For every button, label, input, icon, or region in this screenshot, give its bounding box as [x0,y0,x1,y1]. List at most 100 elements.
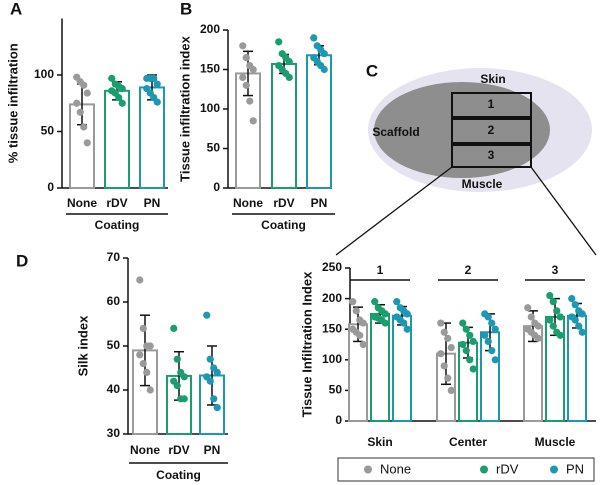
skin-label: Skin [480,72,505,86]
data-point [527,313,535,321]
data-point [571,316,579,324]
zoom-line [530,166,597,256]
y-tick-label: 200 [322,291,342,305]
data-point [242,81,250,89]
legend-marker [480,465,488,474]
x-axis-label: Coating [261,218,306,232]
data-point [359,319,367,327]
data-point [173,355,181,363]
data-point [546,316,554,324]
data-point [249,117,257,125]
region-box [451,92,532,118]
data-point [553,307,561,315]
data-point [447,343,455,352]
bar [166,374,192,436]
data-point [310,34,318,42]
x-tick-label: Center [449,435,487,449]
y-tick-label: 250 [322,260,342,274]
legend-marker [550,465,558,474]
y-tick-label: 0 [47,180,54,194]
bar [235,72,261,189]
data-point [549,322,557,330]
legend-marker [364,465,372,474]
data-point [206,355,214,363]
data-point [118,84,126,93]
y-axis-label: % tissue infiltration [5,43,20,163]
data-point [437,350,445,358]
data-point [213,404,221,412]
group-label: 2 [465,263,472,277]
data-point [80,81,88,89]
data-point [556,313,564,321]
region-box [451,118,532,144]
region-label: 1 [488,97,495,111]
y-tick-label: 40 [107,382,121,396]
x-tick-label: PN [204,443,221,457]
data-point [534,322,542,330]
data-point [180,373,188,381]
data-point [469,337,477,346]
x-tick-label: rDV [106,196,127,210]
data-point [403,310,411,318]
group-label: 1 [377,263,384,277]
data-point [575,322,583,330]
y-tick-label: 200 [200,22,220,36]
y-axis-label: Tissue Infiltration Index [299,271,314,417]
data-point [578,328,586,336]
y-tick-label: 100 [322,352,342,366]
data-point [206,377,214,385]
y-tick-label: 150 [200,62,220,76]
panel-letter: D [16,251,28,270]
x-tick-label: PN [144,196,161,210]
x-axis-label: Coating [95,218,140,232]
data-point [524,304,532,312]
data-point [488,347,496,355]
data-point [170,324,178,332]
data-point [83,89,91,97]
data-point [546,291,554,300]
data-point [437,319,445,327]
panel-letter: A [10,0,22,18]
x-tick-label: Skin [367,435,392,449]
data-point [466,331,474,339]
y-tick-label: 0 [213,180,220,194]
data-point [356,331,364,339]
legend-box [337,457,595,482]
data-point [403,325,411,333]
data-point [568,295,576,303]
data-point [139,324,147,332]
data-point [153,80,161,88]
data-point [469,365,477,373]
x-axis-label: Coating [156,468,201,482]
data-point [80,123,88,131]
data-point [115,94,123,102]
scaffold-label: Scaffold [372,125,419,139]
y-tick-label: 60 [107,294,121,308]
data-point [484,337,492,346]
data-point [136,351,144,359]
diagram: 1 2 3 Skin Scaffold Muscle C [335,61,597,256]
data-point [242,54,250,62]
data-point [239,73,247,81]
scaffold-region [374,82,550,178]
data-point [136,276,144,284]
data-point [459,319,467,327]
data-point [571,301,579,309]
y-tick-label: 50 [107,338,121,352]
data-point [83,139,91,147]
x-tick-label: rDV [168,443,189,457]
data-point [275,38,283,46]
legend-label: PN [566,461,584,476]
data-point [371,298,379,306]
legend-label: None [380,461,411,476]
data-point [76,108,84,116]
region-box [451,144,532,168]
data-point [556,331,564,339]
data-point [462,347,470,355]
y-tick-label: 100 [34,67,54,81]
data-point [488,319,496,327]
y-tick-label: 100 [200,101,220,115]
bar [271,62,297,189]
data-point [400,319,408,327]
data-point [381,319,389,327]
